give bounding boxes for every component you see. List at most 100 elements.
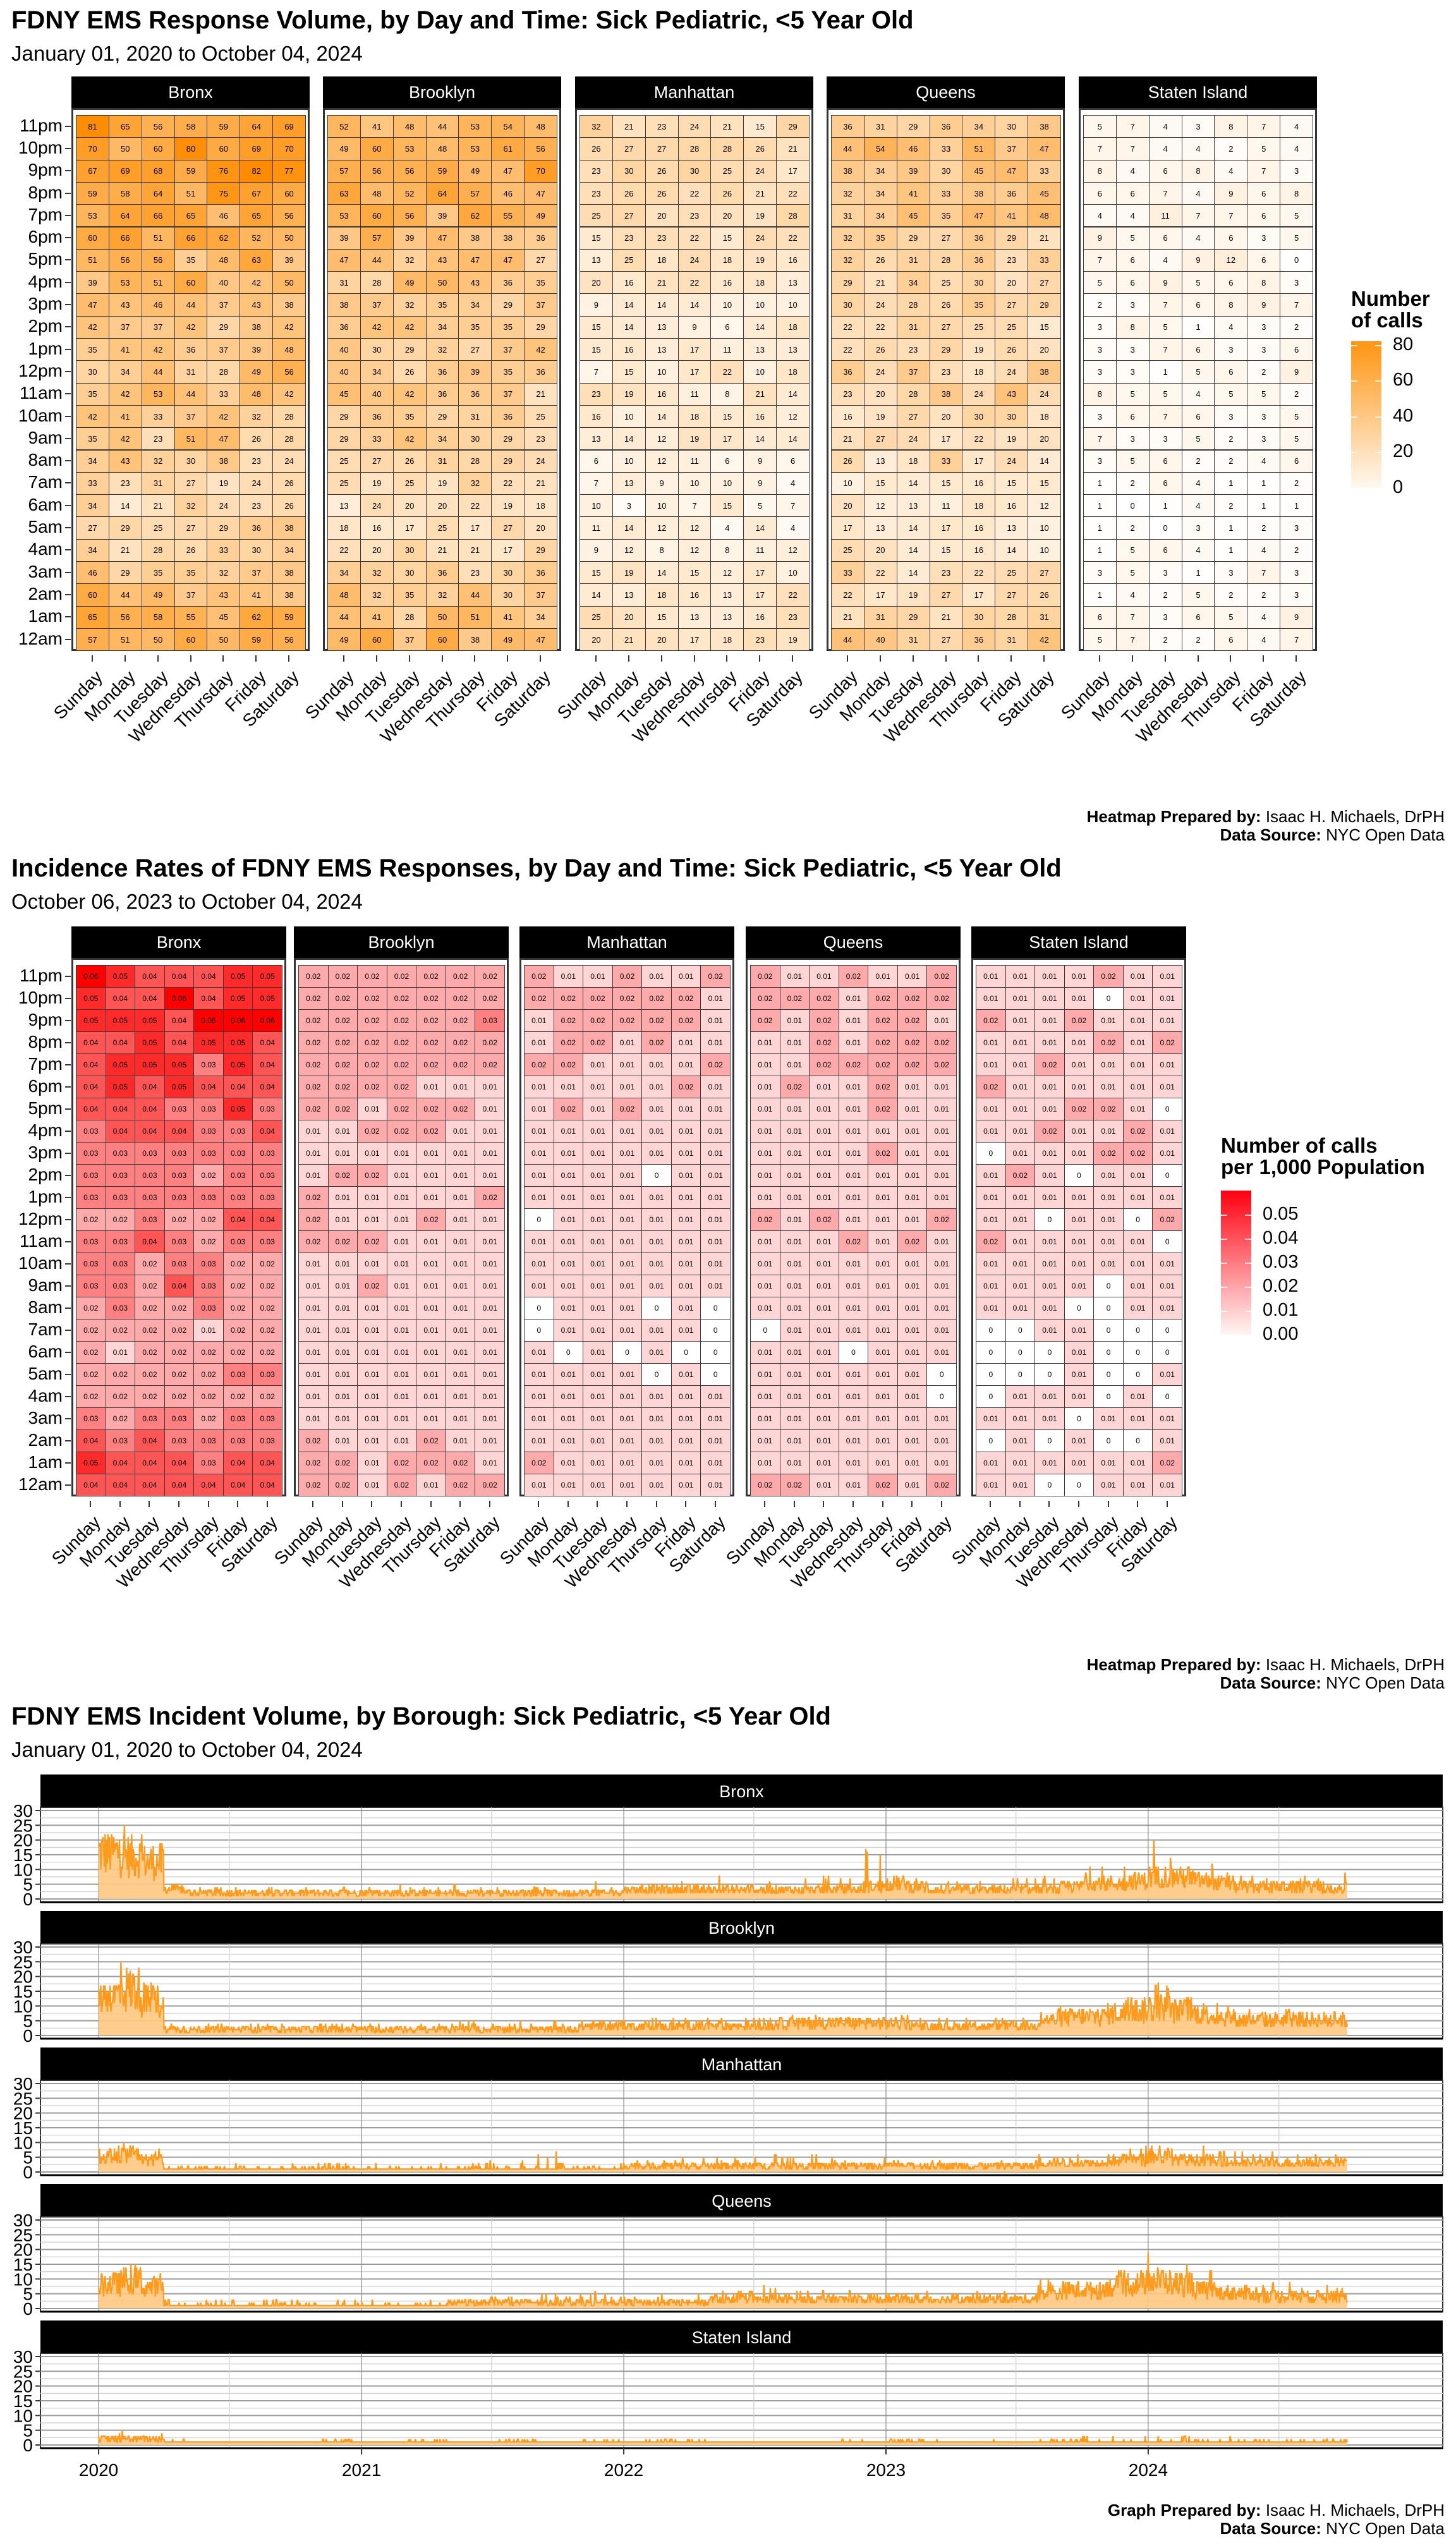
y-tick — [65, 1241, 71, 1242]
heatmap-cell: 40 — [207, 271, 241, 294]
heatmap-cell: 0.02 — [357, 1009, 387, 1032]
heatmap-cell: 0.02 — [838, 1053, 869, 1076]
legend-tick — [1221, 1215, 1227, 1216]
heatmap-cell: 0.01 — [1005, 1031, 1036, 1054]
heatmap-cell: 0.01 — [750, 1341, 780, 1364]
heatmap-cell: 0.01 — [416, 1341, 446, 1364]
heatmap-cell: 0.02 — [357, 1076, 387, 1098]
heatmap-cell: 0.01 — [670, 1253, 701, 1275]
heatmap-cell: 0.01 — [445, 1253, 476, 1275]
y-tick-label: 1pm — [28, 1186, 63, 1206]
heatmap-cell: 0.01 — [1093, 1186, 1124, 1209]
heatmap-cell: 0 — [1152, 1385, 1182, 1408]
heatmap-cell: 0.04 — [135, 1120, 165, 1143]
heatmap-cell: 0 — [1064, 1164, 1095, 1187]
x-tick — [190, 655, 191, 662]
heatmap-cell: 0.02 — [1122, 1142, 1153, 1165]
legend-tick — [1245, 1335, 1251, 1336]
heatmap-cell: 34 — [76, 449, 109, 473]
heatmap-cell: 0.01 — [445, 1076, 476, 1098]
heatmap-cell: 0.01 — [838, 1275, 869, 1297]
heatmap-cell: 0.01 — [838, 1452, 869, 1474]
heatmap-cell: 0.01 — [1034, 1407, 1065, 1430]
heatmap-cell: 0.01 — [445, 1341, 476, 1364]
heatmap-cell: 0.01 — [416, 1319, 446, 1342]
heatmap-cell: 0.01 — [670, 1407, 701, 1430]
heatmap-cell: 0.05 — [164, 1053, 195, 1076]
heatmap-cell: 0.03 — [164, 1142, 195, 1165]
x-tick — [401, 1501, 402, 1507]
heatmap-cell: 0.02 — [897, 987, 928, 1010]
heatmap-cell: 0.03 — [164, 1098, 195, 1120]
heatmap-cell: 0.05 — [76, 1009, 106, 1032]
heatmap-cell: 0.01 — [700, 1230, 731, 1253]
heatmap-cell: 0.01 — [976, 1098, 1006, 1120]
y-tick-label: 11am — [20, 1230, 63, 1251]
heatmap-cell: 0.01 — [670, 1474, 701, 1496]
heatmap-cell: 0 — [1005, 1319, 1036, 1342]
legend-tick-label: 0.01 — [1263, 1300, 1299, 1320]
heatmap-cell: 0.01 — [583, 1297, 613, 1320]
heatmap-cell: 0.01 — [700, 1076, 731, 1098]
heatmap-cell: 0.01 — [445, 1407, 476, 1430]
heatmap-cell: 0.02 — [386, 1120, 417, 1143]
heatmap-cell: 26 — [272, 494, 306, 518]
heatmap-cell: 0.01 — [583, 1230, 613, 1253]
heatmap-cell: 0.01 — [524, 1098, 554, 1120]
heatmap-cell: 0.01 — [838, 1253, 869, 1275]
heatmap-cell: 60 — [141, 137, 175, 161]
heatmap-cell: 0.01 — [976, 1474, 1006, 1496]
heatmap-cell: 0.01 — [327, 1407, 358, 1430]
legend-tick — [1221, 1335, 1227, 1336]
heatmap-cell: 24 — [272, 449, 306, 473]
heatmap-cell: 0.04 — [164, 1009, 195, 1032]
heatmap-cell: 0.01 — [897, 1275, 928, 1297]
heatmap-cell: 0.03 — [193, 1142, 224, 1165]
heatmap-cell: 0.01 — [357, 1452, 387, 1474]
heatmap-cell: 0.01 — [357, 1341, 387, 1364]
heatmap-cell: 48 — [425, 137, 459, 161]
heatmap-cell: 0.04 — [105, 1474, 136, 1496]
heatmap-cell: 59 — [272, 605, 306, 629]
heatmap-cell: 0 — [1034, 1429, 1065, 1452]
heatmap-cell: 56 — [272, 628, 306, 652]
heatmap-cell: 0.01 — [386, 1363, 417, 1386]
heatmap-cell: 51 — [141, 271, 175, 294]
heatmap-cell: 0.01 — [445, 1429, 476, 1452]
x-tick — [119, 1501, 121, 1507]
heatmap-cell: 0.02 — [926, 1208, 957, 1231]
heatmap-cell: 56 — [272, 204, 306, 228]
facet-strip-manhattan: Manhattan — [519, 926, 734, 958]
heatmap-cell: 0.01 — [700, 1253, 731, 1275]
heatmap-cell: 0.01 — [1152, 1474, 1182, 1496]
heatmap-cell: 0.01 — [897, 1120, 928, 1143]
heatmap-cell: 0.01 — [386, 1385, 417, 1408]
y-tick-label: 4am — [28, 1385, 63, 1405]
heatmap-cell: 0.02 — [386, 1474, 417, 1496]
heatmap-cell: 0.01 — [897, 1142, 928, 1165]
heatmap-cell: 0.02 — [976, 1009, 1006, 1032]
heatmap-cell: 47 — [207, 427, 241, 451]
heatmap-cell: 0.01 — [641, 1053, 672, 1076]
heatmap-cell: 0.01 — [1034, 1031, 1065, 1054]
heatmap-cell: 0.01 — [868, 1186, 898, 1209]
heatmap-cell: 0.01 — [1122, 1407, 1153, 1430]
heatmap-cell: 0.01 — [809, 1230, 839, 1253]
heatmap-cell: 36 — [524, 226, 557, 250]
heatmap-cell: 0 — [700, 1297, 731, 1320]
heatmap-cell: 0.03 — [222, 1120, 253, 1143]
heatmap-cell: 0.02 — [105, 1319, 136, 1342]
heatmap-cell: 0.02 — [357, 1120, 387, 1143]
heatmap-cell: 51 — [108, 628, 142, 652]
heatmap-cell: 60 — [174, 628, 208, 652]
heatmap-cell: 0.04 — [252, 1452, 282, 1474]
heatmap-cell: 46 — [141, 293, 175, 317]
heatmap-cell: 43 — [425, 248, 459, 272]
heatmap-cell: 0.01 — [1005, 1098, 1036, 1120]
x-tick — [655, 1501, 657, 1507]
heatmap-cell: 0.02 — [164, 1319, 195, 1342]
heatmap-cell: 0.02 — [164, 1385, 195, 1408]
heatmap-cell: 0.01 — [416, 1363, 446, 1386]
heatmap-cell: 0.02 — [193, 1164, 224, 1187]
heatmap-cell: 37 — [491, 338, 525, 361]
